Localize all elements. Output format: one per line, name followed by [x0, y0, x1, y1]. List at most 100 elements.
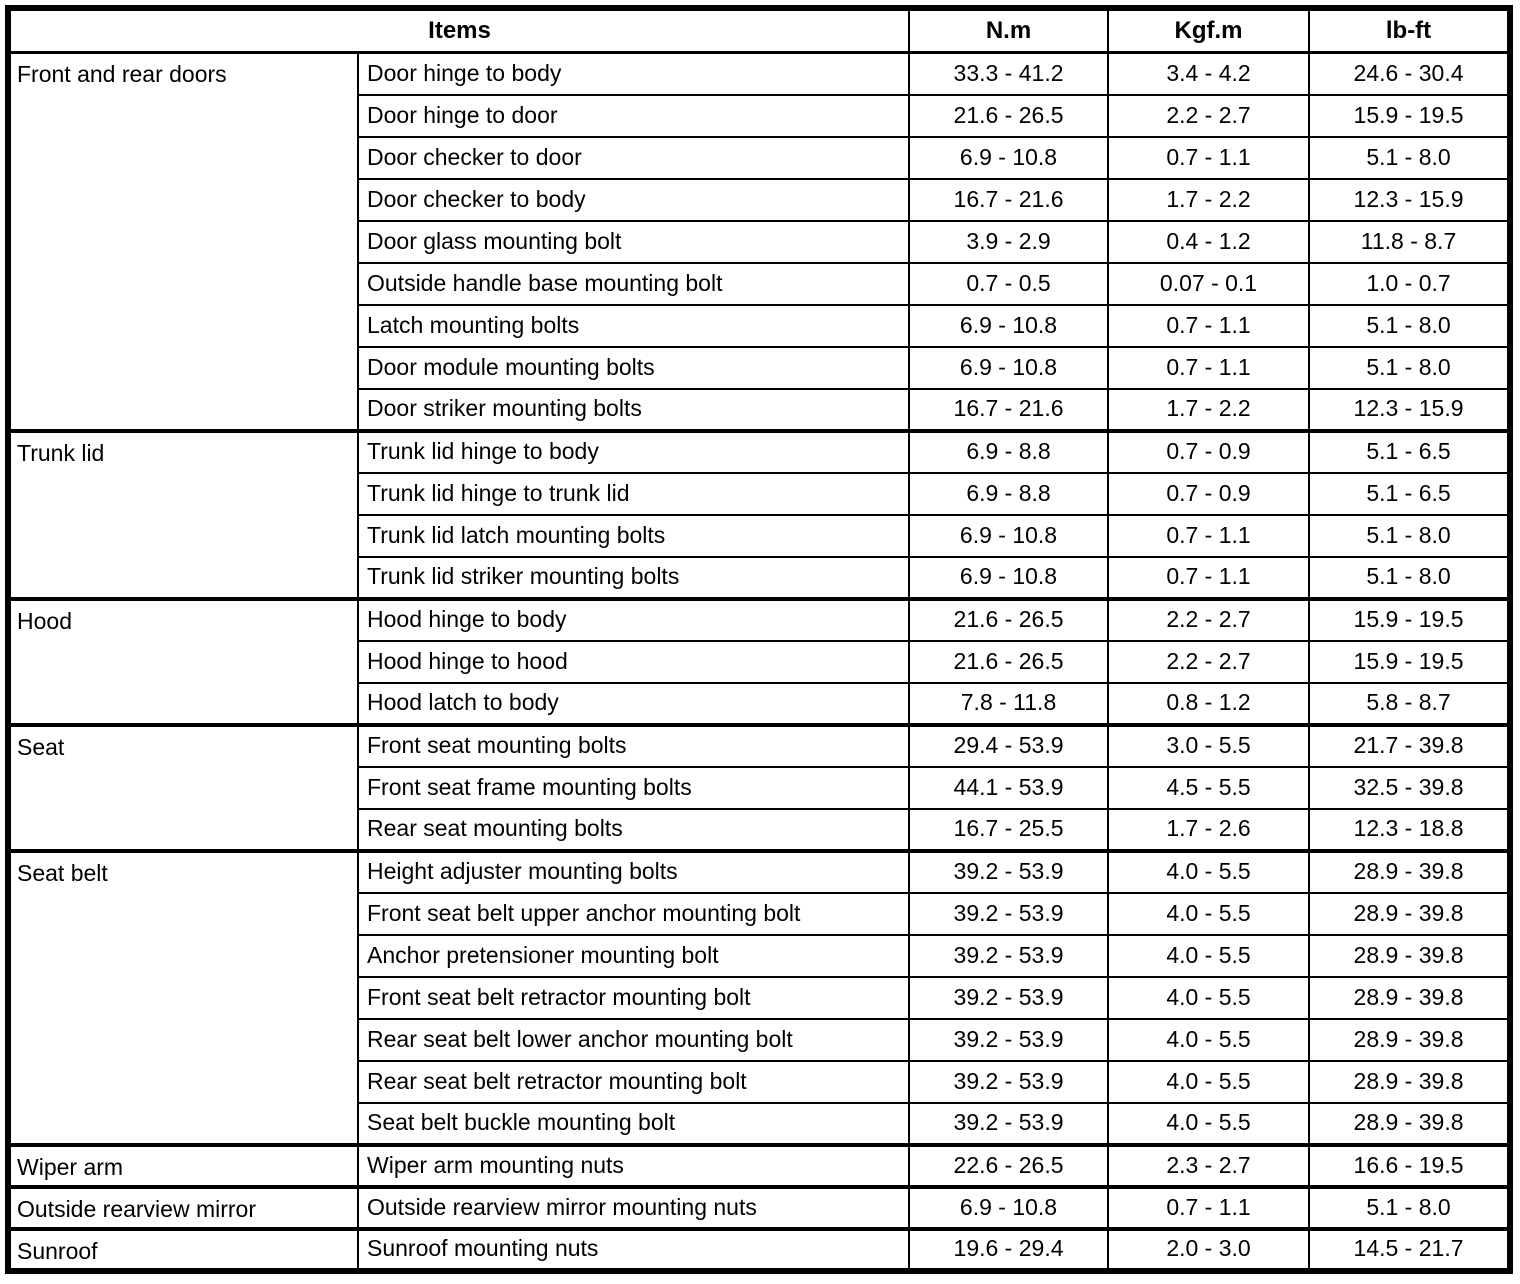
value-cell-nm: 6.9 - 10.8	[908, 135, 1110, 180]
value-cell-lbft: 5.8 - 8.7	[1308, 681, 1512, 726]
table-row: Hood latch to body 7.8 - 11.8 0.8 - 1.2 5.8…	[8, 681, 1512, 726]
value-cell-kgfm: 2.2 - 2.7	[1107, 639, 1311, 684]
header-items: Items	[6, 7, 911, 54]
value-cell-kgfm: 4.0 - 5.5	[1107, 1017, 1311, 1062]
item-cell: Outside handle base mounting bolt	[356, 261, 911, 306]
value-cell-nm: 19.6 - 29.4	[908, 1226, 1110, 1272]
item-cell: Wiper arm mounting nuts	[356, 1142, 911, 1188]
category-cell: Seat	[7, 722, 359, 852]
table-row: Seat Front seat mounting bolts 29.4 - 53.9…	[7, 722, 1512, 852]
table-row: Front seat belt retractor mounting bolt 3…	[8, 975, 1512, 1020]
table-row: Trunk lid Trunk lid hinge to body 6.9 - 8.…	[7, 428, 1512, 600]
item-cell: Door checker to body	[356, 177, 911, 222]
value-cell-lbft: 15.9 - 19.5	[1308, 639, 1512, 684]
value-cell-lbft: 5.1 - 8.0	[1308, 1184, 1512, 1230]
value-cell-nm: 21.6 - 26.5	[908, 93, 1110, 138]
value-cell-nm: 16.7 - 21.6	[908, 387, 1110, 432]
category-cell: Hood	[7, 596, 359, 726]
value-cell-lbft: 28.9 - 39.8	[1308, 975, 1512, 1020]
value-cell-kgfm: 4.0 - 5.5	[1107, 1101, 1311, 1146]
value-cell-lbft: 5.1 - 6.5	[1308, 471, 1512, 516]
value-cell-kgfm: 1.7 - 2.6	[1107, 807, 1311, 852]
value-cell-nm: 7.8 - 11.8	[908, 681, 1110, 726]
value-cell-kgfm: 2.3 - 2.7	[1107, 1142, 1311, 1188]
value-cell-kgfm: 0.8 - 1.2	[1107, 681, 1311, 726]
item-cell: Door module mounting bolts	[356, 345, 911, 390]
value-cell-nm: 16.7 - 21.6	[908, 177, 1110, 222]
table-row: Door module mounting bolts 6.9 - 10.8 0.7 …	[8, 345, 1512, 390]
table-row: Outside handle base mounting bolt 0.7 - 0…	[8, 261, 1512, 306]
table-row: Rear seat mounting bolts 16.7 - 25.5 1.7 -…	[8, 807, 1512, 852]
value-cell-lbft: 1.0 - 0.7	[1308, 261, 1512, 306]
value-cell-nm: 22.6 - 26.5	[908, 1142, 1110, 1188]
value-cell-kgfm: 1.7 - 2.2	[1107, 177, 1311, 222]
value-cell-nm: 39.2 - 53.9	[908, 1059, 1110, 1104]
value-cell-lbft: 12.3 - 15.9	[1308, 177, 1512, 222]
value-cell-nm: 39.2 - 53.9	[908, 933, 1110, 978]
table-row: Sunroof Sunroof mounting nuts 19.6 - 29.4 2…	[7, 1226, 1512, 1272]
table-row: Wiper arm Wiper arm mounting nuts 22.6 - 2…	[7, 1142, 1512, 1188]
category-cell: Trunk lid	[7, 428, 359, 600]
item-cell: Door striker mounting bolts	[356, 387, 911, 432]
value-cell-lbft: 14.5 - 21.7	[1308, 1226, 1512, 1272]
table-row: Front and rear doors Door hinge to body 33…	[7, 51, 1512, 432]
value-cell-lbft: 16.6 - 19.5	[1308, 1142, 1512, 1188]
category-cell: Sunroof	[7, 1226, 359, 1272]
value-cell-kgfm: 4.0 - 5.5	[1107, 975, 1311, 1020]
value-cell-kgfm: 0.7 - 1.1	[1107, 345, 1311, 390]
value-cell-lbft: 5.1 - 8.0	[1308, 513, 1512, 558]
value-cell-lbft: 5.1 - 8.0	[1308, 135, 1512, 180]
value-cell-lbft: 21.7 - 39.8	[1308, 722, 1512, 768]
value-cell-kgfm: 3.4 - 4.2	[1107, 51, 1311, 96]
value-cell-nm: 6.9 - 10.8	[908, 303, 1110, 348]
item-cell: Seat belt buckle mounting bolt	[356, 1101, 911, 1146]
header-nm: N.m	[908, 7, 1110, 54]
value-cell-nm: 39.2 - 53.9	[908, 891, 1110, 936]
value-cell-nm: 6.9 - 10.8	[908, 555, 1110, 600]
table-row: Trunk lid latch mounting bolts 6.9 - 10.8…	[8, 513, 1512, 558]
item-cell: Hood hinge to body	[356, 596, 911, 642]
table-row: Seat belt Height adjuster mounting bolts 3…	[7, 848, 1512, 1146]
category-cell: Seat belt	[7, 848, 359, 1146]
category-cell: Front and rear doors	[7, 51, 359, 432]
value-cell-lbft: 15.9 - 19.5	[1308, 93, 1512, 138]
value-cell-kgfm: 0.4 - 1.2	[1107, 219, 1311, 264]
item-cell: Front seat frame mounting bolts	[356, 765, 911, 810]
table-row: Front seat frame mounting bolts 44.1 - 53…	[8, 765, 1512, 810]
value-cell-nm: 44.1 - 53.9	[908, 765, 1110, 810]
value-cell-lbft: 28.9 - 39.8	[1308, 933, 1512, 978]
item-cell: Hood hinge to hood	[356, 639, 911, 684]
value-cell-nm: 39.2 - 53.9	[908, 1101, 1110, 1146]
item-cell: Trunk lid striker mounting bolts	[356, 555, 911, 600]
item-cell: Door hinge to door	[356, 93, 911, 138]
value-cell-nm: 3.9 - 2.9	[908, 219, 1110, 264]
item-cell: Anchor pretensioner mounting bolt	[356, 933, 911, 978]
table-row: Door checker to door 6.9 - 10.8 0.7 - 1.1 5…	[8, 135, 1512, 180]
value-cell-lbft: 28.9 - 39.8	[1308, 891, 1512, 936]
value-cell-kgfm: 0.7 - 1.1	[1107, 1184, 1311, 1230]
value-cell-kgfm: 3.0 - 5.5	[1107, 722, 1311, 768]
table-row: Rear seat belt retractor mounting bolt 39…	[8, 1059, 1512, 1104]
item-cell: Rear seat belt retractor mounting bolt	[356, 1059, 911, 1104]
item-cell: Front seat belt upper anchor mounting bo…	[356, 891, 911, 936]
value-cell-nm: 39.2 - 53.9	[908, 975, 1110, 1020]
value-cell-kgfm: 2.0 - 3.0	[1107, 1226, 1311, 1272]
category-cell: Wiper arm	[7, 1142, 359, 1188]
value-cell-lbft: 11.8 - 8.7	[1308, 219, 1512, 264]
value-cell-lbft: 5.1 - 6.5	[1308, 428, 1512, 474]
value-cell-nm: 6.9 - 8.8	[908, 471, 1110, 516]
value-cell-lbft: 28.9 - 39.8	[1308, 1017, 1512, 1062]
header-kgfm: Kgf.m	[1107, 7, 1311, 54]
value-cell-nm: 6.9 - 10.8	[908, 513, 1110, 558]
value-cell-nm: 39.2 - 53.9	[908, 1017, 1110, 1062]
item-cell: Door checker to door	[356, 135, 911, 180]
table-row: Trunk lid striker mounting bolts 6.9 - 10…	[8, 555, 1512, 600]
table-row: Seat belt buckle mounting bolt 39.2 - 53.…	[8, 1101, 1512, 1146]
value-cell-lbft: 28.9 - 39.8	[1308, 848, 1512, 894]
value-cell-kgfm: 0.7 - 1.1	[1107, 555, 1311, 600]
value-cell-kgfm: 0.07 - 0.1	[1107, 261, 1311, 306]
table-body: Front and rear doors Door hinge to body 33…	[7, 51, 1512, 1272]
table-row: Hood hinge to hood 21.6 - 26.5 2.2 - 2.7 15…	[8, 639, 1512, 684]
table-row: Door glass mounting bolt 3.9 - 2.9 0.4 - 1…	[8, 219, 1512, 264]
item-cell: Rear seat mounting bolts	[356, 807, 911, 852]
